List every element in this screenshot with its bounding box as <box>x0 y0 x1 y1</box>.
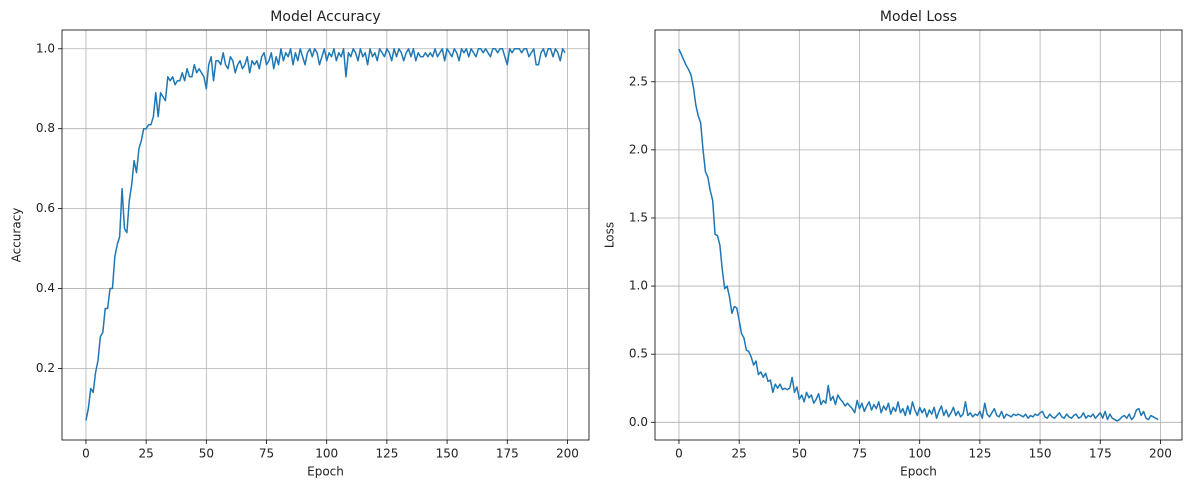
y-tick-label: 0.5 <box>629 347 648 361</box>
y-tick-label: 1.5 <box>629 210 648 224</box>
x-axis-label: Epoch <box>307 465 344 479</box>
x-tick-label: 100 <box>315 447 338 461</box>
y-tick-label: 0.8 <box>36 121 55 135</box>
x-tick-label: 200 <box>1149 447 1172 461</box>
y-tick-label: 2.0 <box>629 142 648 156</box>
y-axis-label: Accuracy <box>10 208 24 263</box>
y-axis-label: Loss <box>603 222 617 248</box>
x-tick-label: 150 <box>436 447 459 461</box>
x-tick-label: 75 <box>852 447 867 461</box>
axes-frame <box>654 29 1183 441</box>
axes-frame <box>61 29 590 441</box>
x-tick-label: 125 <box>375 447 398 461</box>
data-line <box>85 48 566 421</box>
y-tick-label: 1.0 <box>629 279 648 293</box>
y-tick-label: 0.2 <box>36 361 55 375</box>
x-tick-label: 50 <box>792 447 807 461</box>
chart-title: Model Loss <box>880 9 957 25</box>
y-tick-label: 1.0 <box>36 41 55 55</box>
x-tick-label: 25 <box>732 447 747 461</box>
y-tick-label: 0.4 <box>36 281 55 295</box>
y-tick-label: 2.5 <box>629 74 648 88</box>
x-tick-label: 125 <box>968 447 991 461</box>
y-tick-label: 0.6 <box>36 201 55 215</box>
x-tick-label: 150 <box>1029 447 1052 461</box>
x-tick-label: 75 <box>259 447 274 461</box>
x-tick-label: 175 <box>1089 447 1112 461</box>
x-tick-label: 50 <box>199 447 214 461</box>
x-tick-label: 175 <box>496 447 519 461</box>
y-tick-label: 0.0 <box>629 415 648 429</box>
x-tick-label: 100 <box>908 447 931 461</box>
x-tick-label: 0 <box>82 447 90 461</box>
data-line <box>678 48 1159 422</box>
x-tick-label: 0 <box>675 447 683 461</box>
chart-title: Model Accuracy <box>270 9 380 25</box>
x-tick-label: 25 <box>139 447 154 461</box>
x-axis-label: Epoch <box>900 465 937 479</box>
x-tick-label: 200 <box>556 447 579 461</box>
